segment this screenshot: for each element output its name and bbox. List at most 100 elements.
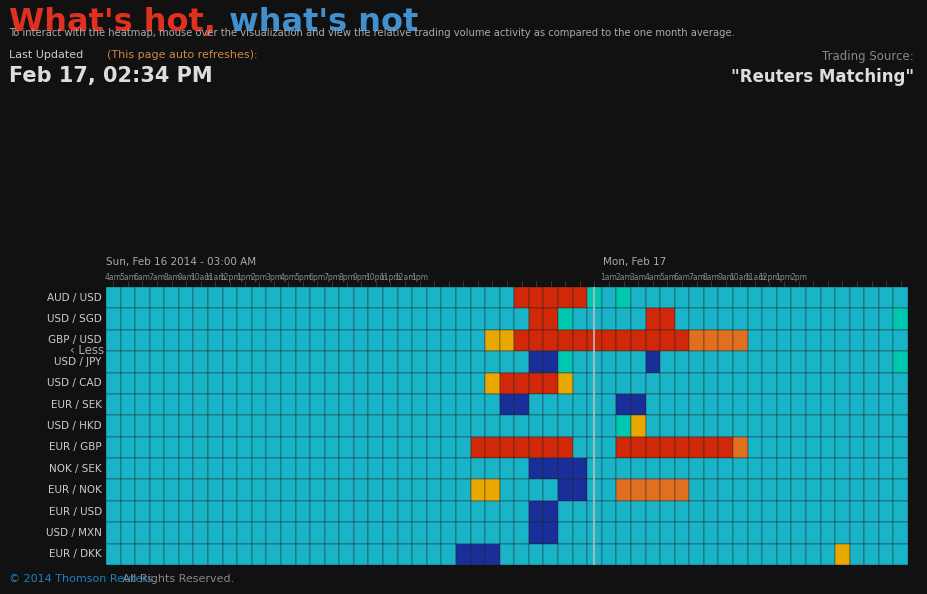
Bar — [368, 287, 383, 308]
Bar — [121, 479, 135, 501]
Bar — [281, 458, 295, 479]
Bar — [266, 458, 281, 479]
Bar — [834, 415, 849, 437]
Bar — [499, 437, 514, 458]
Bar — [310, 330, 324, 351]
Bar — [717, 372, 732, 394]
Text: Trading Activity Volume (%): Trading Activity Volume (%) — [378, 344, 551, 357]
Text: USD / MXN: USD / MXN — [45, 528, 102, 538]
Bar — [194, 351, 208, 372]
Bar — [819, 351, 834, 372]
Bar — [819, 522, 834, 544]
Bar — [251, 415, 266, 437]
Bar — [630, 458, 645, 479]
Bar — [295, 501, 310, 522]
Bar — [412, 394, 426, 415]
Bar — [412, 479, 426, 501]
Bar — [441, 458, 455, 479]
Bar — [222, 351, 237, 372]
Bar — [149, 458, 164, 479]
Bar — [281, 501, 295, 522]
Bar — [499, 522, 514, 544]
Bar — [791, 544, 805, 565]
Bar — [849, 351, 863, 372]
Bar — [179, 287, 194, 308]
Bar — [368, 330, 383, 351]
Bar — [761, 479, 776, 501]
Bar — [819, 287, 834, 308]
Bar — [703, 458, 717, 479]
Bar — [135, 351, 149, 372]
Bar — [383, 501, 397, 522]
Text: © 2014 Thomson Reuters.: © 2014 Thomson Reuters. — [9, 574, 157, 584]
Bar — [412, 351, 426, 372]
Bar — [135, 308, 149, 330]
Bar — [645, 287, 659, 308]
Bar — [805, 287, 819, 308]
Bar — [455, 351, 470, 372]
Bar — [776, 479, 791, 501]
Bar — [791, 458, 805, 479]
Bar — [194, 330, 208, 351]
Bar — [353, 522, 368, 544]
Text: 10am: 10am — [190, 273, 211, 283]
Text: 9am: 9am — [717, 273, 733, 283]
Bar — [499, 372, 514, 394]
Bar — [121, 372, 135, 394]
Bar — [135, 394, 149, 415]
Bar — [893, 330, 907, 351]
Bar — [645, 479, 659, 501]
Bar — [645, 330, 659, 351]
Bar — [761, 372, 776, 394]
Text: (This page auto refreshes):: (This page auto refreshes): — [107, 50, 257, 61]
Bar — [353, 351, 368, 372]
Bar — [689, 479, 703, 501]
Bar — [645, 437, 659, 458]
Text: 6am: 6am — [673, 273, 690, 283]
Bar — [397, 479, 412, 501]
Bar — [689, 308, 703, 330]
Bar — [514, 394, 528, 415]
Text: GBP / USD: GBP / USD — [48, 336, 102, 346]
Bar — [426, 351, 441, 372]
Bar — [849, 394, 863, 415]
Text: 10pm: 10pm — [364, 273, 387, 283]
Bar — [543, 330, 557, 351]
Bar — [470, 330, 485, 351]
Bar — [645, 458, 659, 479]
Bar — [543, 544, 557, 565]
Bar — [630, 437, 645, 458]
Bar — [266, 544, 281, 565]
Bar — [121, 351, 135, 372]
Bar — [106, 437, 121, 458]
Bar — [251, 437, 266, 458]
Bar — [791, 479, 805, 501]
Bar — [805, 372, 819, 394]
Bar — [135, 479, 149, 501]
Bar — [514, 544, 528, 565]
Bar — [791, 415, 805, 437]
Bar — [528, 479, 543, 501]
Bar — [222, 501, 237, 522]
Bar — [834, 330, 849, 351]
Bar — [485, 287, 499, 308]
Bar — [572, 351, 587, 372]
Bar — [543, 501, 557, 522]
Bar — [485, 372, 499, 394]
Bar — [717, 479, 732, 501]
Bar — [674, 458, 689, 479]
Bar — [208, 330, 222, 351]
Bar — [732, 479, 747, 501]
Bar — [266, 351, 281, 372]
Bar — [732, 415, 747, 437]
Bar — [164, 351, 179, 372]
Bar — [557, 501, 572, 522]
Bar — [689, 287, 703, 308]
Bar — [659, 330, 674, 351]
Bar — [295, 437, 310, 458]
Bar — [397, 287, 412, 308]
Bar — [339, 437, 353, 458]
Bar — [251, 287, 266, 308]
Bar — [543, 287, 557, 308]
Bar — [587, 501, 601, 522]
